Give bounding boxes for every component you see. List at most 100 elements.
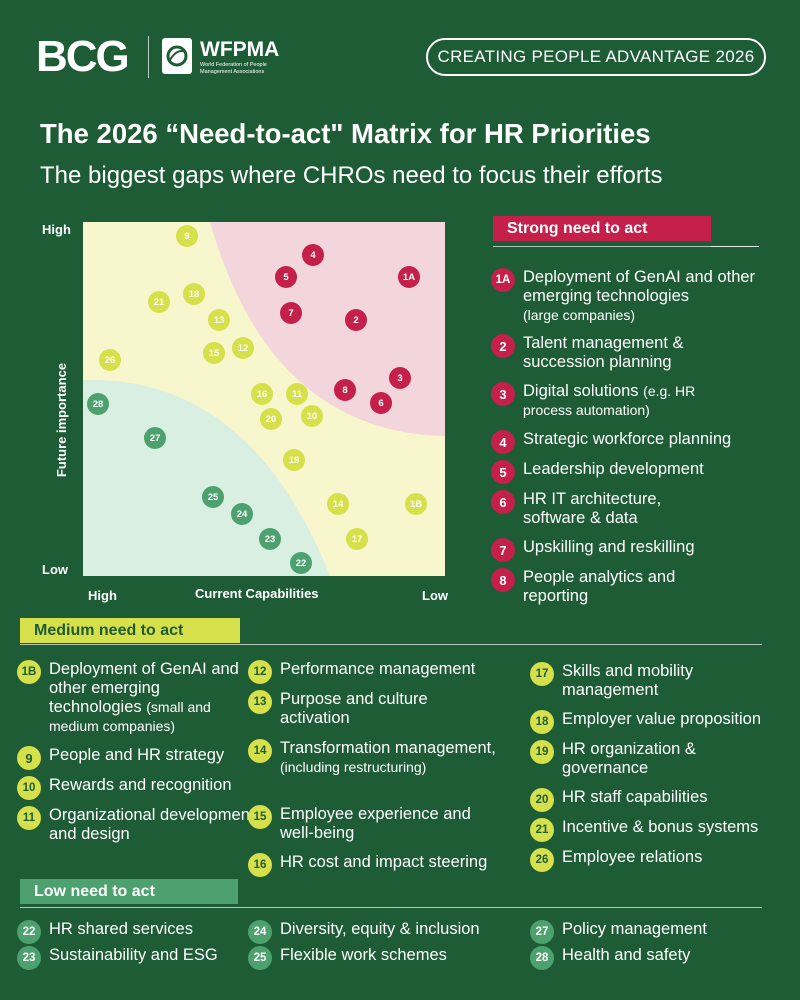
matrix-point-circle xyxy=(398,266,420,288)
strong-item-3: 3 Digital solutions (e.g. HR process aut… xyxy=(491,382,741,420)
matrix-point-circle xyxy=(176,225,198,247)
matrix-point-label: 24 xyxy=(237,509,248,520)
item-text: Talent management & succession planning xyxy=(523,334,684,371)
low-item-23: 23 Sustainability and ESG xyxy=(17,946,247,970)
wfpma-globe-icon xyxy=(162,38,192,74)
matrix-point-label: 8 xyxy=(342,385,347,396)
medium-item-16: 16 HR cost and impact steering xyxy=(248,853,518,877)
medium-item-19: 19 HR organization & governance xyxy=(530,740,760,778)
strong-item-8: 8 People analytics and reporting xyxy=(491,568,691,606)
item-text: Digital solutions xyxy=(523,382,639,400)
matrix-point-label: 28 xyxy=(93,399,104,410)
medium-item-12: 12 Performance management xyxy=(248,660,513,684)
item-badge: 2 xyxy=(491,334,515,358)
item-badge: 28 xyxy=(530,946,554,970)
item-badge: 4 xyxy=(491,430,515,454)
item-badge: 13 xyxy=(248,690,272,714)
matrix-point-label: 15 xyxy=(209,348,220,359)
item-note: (large companies) xyxy=(523,307,636,323)
medium-item-15: 15 Employee experience and well-being xyxy=(248,805,488,843)
matrix-point-circle xyxy=(99,349,121,371)
item-text: Flexible work schemes xyxy=(280,946,447,964)
item-text: Deployment of GenAI and other emerging t… xyxy=(49,660,239,716)
matrix-point-15: 15 xyxy=(203,342,225,364)
strong-item-6: 6 HR IT architecture, software & data xyxy=(491,490,721,528)
item-text: Diversity, equity & inclusion xyxy=(280,920,480,938)
strong-zone xyxy=(210,222,445,436)
item-badge: 14 xyxy=(248,739,272,763)
matrix-point-circle xyxy=(290,552,312,574)
medium-item-9: 9 People and HR strategy xyxy=(17,746,257,770)
medium-item-26: 26 Employee relations xyxy=(530,848,790,872)
matrix-point-14: 14 xyxy=(327,493,349,515)
y-axis-high-label: High xyxy=(42,222,71,237)
item-text: Deployment of GenAI and other emerging t… xyxy=(523,268,756,305)
item-badge: 12 xyxy=(248,660,272,684)
item-text: HR cost and impact steering xyxy=(280,853,488,871)
matrix-point-2: 2 xyxy=(345,309,367,331)
matrix-point-circle xyxy=(334,379,356,401)
item-text: Upskilling and reskilling xyxy=(523,538,695,556)
medium-item-17: 17 Skills and mobility management xyxy=(530,662,760,700)
matrix-point-label: 9 xyxy=(184,231,189,242)
matrix-point-circle xyxy=(251,383,273,405)
item-note: (small and medium companies) xyxy=(49,699,211,734)
matrix-point-22: 22 xyxy=(290,552,312,574)
x-axis-high-label: High xyxy=(88,588,117,603)
matrix-point-circle xyxy=(405,493,427,515)
matrix-point-5: 5 xyxy=(275,266,297,288)
item-text: Health and safety xyxy=(562,946,691,964)
matrix-point-circle xyxy=(183,283,205,305)
item-badge: 20 xyxy=(530,788,554,812)
report-badge: CREATING PEOPLE ADVANTAGE 2026 xyxy=(426,38,766,76)
item-badge: 8 xyxy=(491,568,515,592)
item-text: Performance management xyxy=(280,660,476,678)
matrix-points: 9 4 5 1A 21 18 13 7 2 26 15 12 3 28 16 11 8 6 20 10 27 19 25 14… xyxy=(87,225,427,574)
matrix-point-25: 25 xyxy=(202,486,224,508)
bcg-logo: BCG xyxy=(36,32,130,81)
item-badge: 18 xyxy=(530,710,554,734)
matrix-point-label: 6 xyxy=(378,398,383,409)
medium-need-label: Medium need to act xyxy=(20,618,240,643)
matrix-point-circle xyxy=(87,393,109,415)
matrix-point-1B: 1B xyxy=(405,493,427,515)
item-badge: 7 xyxy=(491,538,515,562)
need-to-act-matrix: High Low High Low Current Capabilities F… xyxy=(42,222,449,603)
matrix-point-13: 13 xyxy=(208,309,230,331)
item-badge: 19 xyxy=(530,740,554,764)
matrix-point-label: 10 xyxy=(307,411,318,422)
matrix-point-label: 14 xyxy=(333,499,344,510)
matrix-point-circle xyxy=(301,405,323,427)
matrix-point-circle xyxy=(208,309,230,331)
page-subtitle: The biggest gaps where CHROs need to foc… xyxy=(40,162,663,189)
matrix-point-label: 16 xyxy=(257,389,268,400)
matrix-point-label: 27 xyxy=(150,433,161,444)
item-badge: 1A xyxy=(491,268,515,292)
matrix-point-circle xyxy=(286,383,308,405)
item-badge: 6 xyxy=(491,490,515,514)
matrix-point-label: 20 xyxy=(266,414,277,425)
matrix-point-27: 27 xyxy=(144,427,166,449)
medium-item-14: 14 Transformation management, (including … xyxy=(248,739,498,777)
item-text: HR staff capabilities xyxy=(562,788,708,806)
matrix-point-6: 6 xyxy=(370,392,392,414)
low-underline xyxy=(20,907,762,908)
item-text: HR IT architecture, software & data xyxy=(523,490,662,527)
matrix-point-label: 21 xyxy=(154,297,165,308)
item-badge: 26 xyxy=(530,848,554,872)
matrix-point-circle xyxy=(203,342,225,364)
low-item-28: 28 Health and safety xyxy=(530,946,780,970)
matrix-point-24: 24 xyxy=(231,503,253,525)
matrix-point-label: 1B xyxy=(410,499,422,510)
matrix-point-label: 18 xyxy=(189,289,200,300)
matrix-point-circle xyxy=(345,309,367,331)
matrix-point-label: 11 xyxy=(292,389,303,400)
medium-item-18: 18 Employer value proposition xyxy=(530,710,798,734)
strong-need-label: Strong need to act xyxy=(493,216,711,241)
low-zone xyxy=(83,379,330,576)
matrix-point-16: 16 xyxy=(251,383,273,405)
wfpma-logo: WFPMA xyxy=(200,38,280,61)
matrix-point-label: 23 xyxy=(265,534,276,545)
item-text: People and HR strategy xyxy=(49,746,225,764)
item-badge: 17 xyxy=(530,662,554,686)
